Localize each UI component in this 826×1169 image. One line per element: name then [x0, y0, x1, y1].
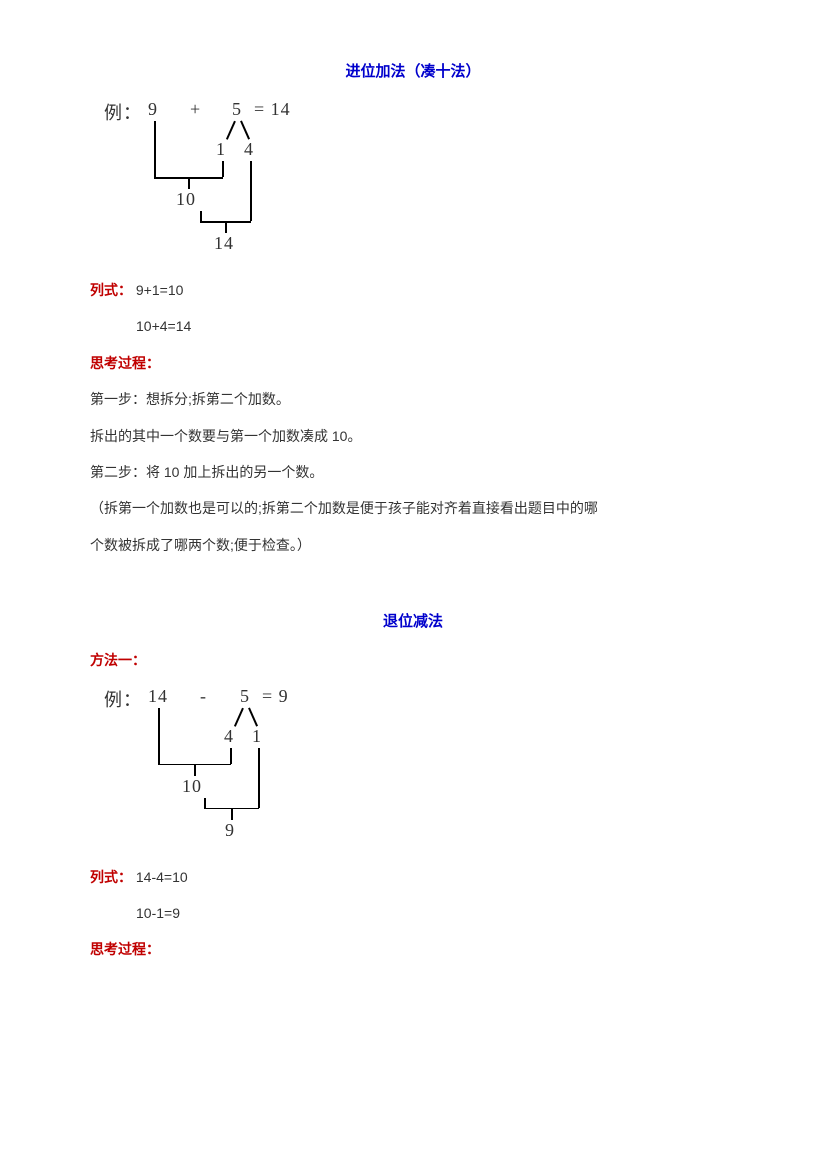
sec1-step3: 第二步：将 10 加上拆出的另一个数。 — [90, 461, 736, 483]
diag2-b2-vr — [258, 748, 260, 808]
sec1-note2: 个数被拆成了哪两个数;便于检查。） — [90, 534, 736, 556]
sec1-step2: 拆出的其中一个数要与第一个加数凑成 10。 — [90, 425, 736, 447]
diag2-result: 9 — [225, 820, 235, 841]
sec2-method-label: 方法一： — [90, 649, 736, 671]
diag2-split-l — [234, 707, 244, 726]
diag2-b2-vl — [204, 798, 206, 808]
diag2-split-left: 4 — [224, 726, 234, 747]
diag2-b: 5 — [240, 686, 250, 707]
diag2-prefix: 例： — [104, 686, 142, 712]
diag2-mid: 10 — [182, 776, 202, 797]
diagram-subtraction: 例： 14 - 5 = 9 4 1 10 9 — [104, 686, 364, 846]
diag1-a: 9 — [148, 99, 158, 120]
diagram-addition: 例： 9 + 5 = 14 1 4 10 14 — [104, 99, 364, 259]
think-label-1: 思考过程： — [90, 355, 160, 371]
diag1-b1-vm — [188, 177, 190, 189]
eq-label-1: 列式： — [90, 282, 132, 298]
sec1-eq2: 10+4=14 — [136, 315, 736, 337]
page: 进位加法（凑十法） 例： 9 + 5 = 14 1 4 10 14 列式： 9+… — [0, 0, 826, 1169]
method-label: 方法一： — [90, 652, 146, 668]
sec1-think-label: 思考过程： — [90, 352, 736, 374]
sec2-eq-row: 列式： 14-4=10 — [90, 866, 736, 888]
diag2-b2-vm — [231, 808, 233, 820]
sec2-eq2: 10-1=9 — [136, 902, 736, 924]
diag2-b1-vr — [230, 748, 232, 764]
diag1-b2-vl — [200, 211, 202, 221]
sec1-eq1: 9+1=10 — [136, 282, 184, 298]
diag2-b1-vm — [194, 764, 196, 776]
diag2-split-r — [248, 707, 258, 726]
diag2-a: 14 — [148, 686, 168, 707]
sec2-eq1: 14-4=10 — [136, 869, 188, 885]
spacer — [90, 570, 736, 610]
diag1-mid: 10 — [176, 189, 196, 210]
section2-title: 退位减法 — [90, 610, 736, 631]
diag2-op: - — [200, 686, 207, 707]
sec2-think-label: 思考过程： — [90, 938, 736, 960]
diag1-prefix: 例： — [104, 99, 142, 125]
diag1-op: + — [190, 99, 201, 120]
diag1-result: 14 — [214, 233, 234, 254]
diag1-b1-vl — [154, 121, 156, 177]
think-label-2: 思考过程： — [90, 941, 160, 957]
diag1-split-l — [226, 121, 236, 140]
section1-title: 进位加法（凑十法） — [90, 60, 736, 81]
diag2-b1-vl — [158, 708, 160, 764]
diag1-b2-vr — [250, 161, 252, 221]
diag2-eq: = 9 — [262, 686, 289, 707]
diag1-b2-vm — [225, 221, 227, 233]
diag1-b: 5 — [232, 99, 242, 120]
sec1-step1: 第一步：想拆分;拆第二个加数。 — [90, 388, 736, 410]
diag1-eq: = 14 — [254, 99, 291, 120]
sec1-eq-row: 列式： 9+1=10 — [90, 279, 736, 301]
sec1-note1: （拆第一个加数也是可以的;拆第二个加数是便于孩子能对齐着直接看出题目中的哪 — [90, 497, 736, 519]
diag1-split-r — [240, 121, 250, 140]
eq-label-2: 列式： — [90, 869, 132, 885]
diag2-split-right: 1 — [252, 726, 262, 747]
diag1-b1-vr — [222, 161, 224, 177]
diag1-split-right: 4 — [244, 139, 254, 160]
diag1-split-left: 1 — [216, 139, 226, 160]
